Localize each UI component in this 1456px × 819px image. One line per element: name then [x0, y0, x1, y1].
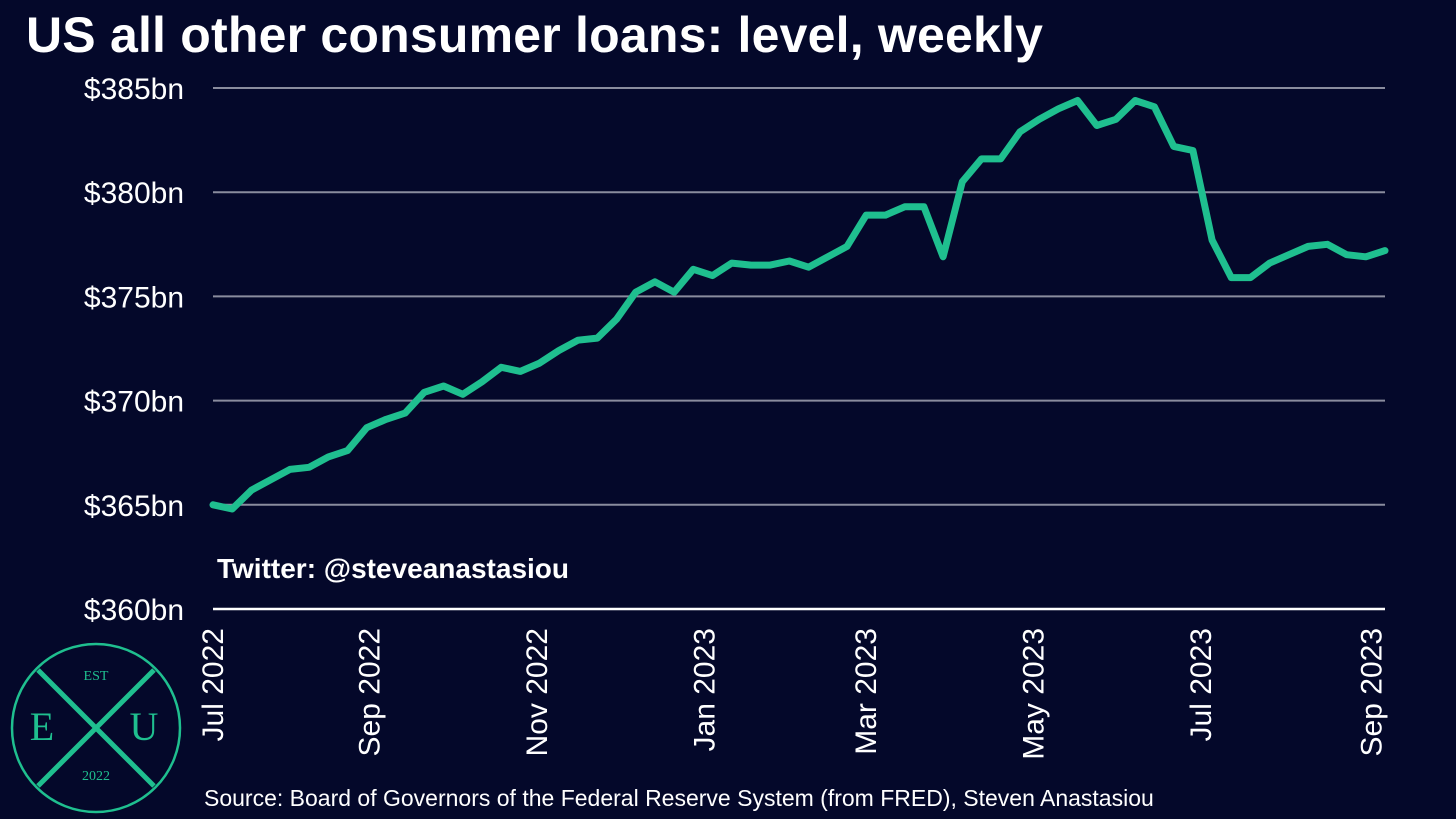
logo-letter-e: E [30, 704, 54, 749]
data-point [808, 266, 810, 268]
data-point [577, 339, 579, 341]
x-tick-label: May 2023 [1018, 628, 1051, 760]
chart-title: US all other consumer loans: level, week… [26, 7, 1044, 63]
data-point [519, 370, 521, 372]
y-tick-label: $360bn [84, 594, 184, 627]
data-point [1250, 277, 1252, 279]
logo-cross-b [36, 668, 156, 788]
y-tick-label: $380bn [84, 177, 184, 210]
data-point [692, 268, 694, 270]
data-point [1269, 262, 1271, 264]
data-point [558, 350, 560, 352]
data-point [654, 281, 656, 283]
logo-letter-u: U [130, 704, 159, 749]
x-tick-label: Jan 2023 [688, 628, 721, 751]
data-point [212, 504, 214, 506]
x-axis-ticks: Jul 2022 Sep 2022 Nov 2022 Jan 2023 Mar 2023… [197, 628, 1388, 760]
data-point [1134, 100, 1136, 102]
data-point [250, 489, 252, 491]
data-point [423, 391, 425, 393]
x-tick-label: Nov 2022 [521, 628, 554, 756]
data-point [673, 291, 675, 293]
logo: EST E U 2022 [10, 642, 182, 814]
data-point [404, 412, 406, 414]
data-point [942, 256, 944, 258]
data-point [462, 393, 464, 395]
data-point [1057, 108, 1059, 110]
data-point [500, 366, 502, 368]
twitter-handle: Twitter: @steveanastasiou [217, 553, 569, 584]
data-point [327, 456, 329, 458]
data-point [308, 466, 310, 468]
data-point [615, 318, 617, 320]
x-tick-label: Sep 2022 [353, 628, 386, 756]
data-point [1019, 131, 1021, 133]
series-points [212, 100, 1386, 510]
data-point [1307, 245, 1309, 247]
data-point [1192, 150, 1194, 152]
series-line [209, 97, 1389, 513]
data-point [385, 418, 387, 420]
data-point [1384, 250, 1386, 252]
data-point [1326, 243, 1328, 245]
y-tick-label: $375bn [84, 281, 184, 314]
logo-ring [10, 642, 182, 814]
source-note: Source: Board of Governors of the Federa… [204, 785, 1154, 811]
data-point [712, 275, 714, 277]
data-point [981, 158, 983, 160]
data-point [539, 362, 541, 364]
logo-year: 2022 [82, 769, 110, 784]
data-point [443, 385, 445, 387]
y-tick-label: $365bn [84, 490, 184, 523]
data-point [865, 214, 867, 216]
data-point [1038, 118, 1040, 120]
data-point [1346, 254, 1348, 256]
data-point [1173, 145, 1175, 147]
data-point [481, 381, 483, 383]
data-point [827, 256, 829, 258]
data-point [231, 508, 233, 510]
data-point [346, 450, 348, 452]
data-point [788, 260, 790, 262]
data-point [1000, 158, 1002, 160]
data-point [750, 264, 752, 266]
data-point [1153, 106, 1155, 108]
data-point [1230, 277, 1232, 279]
data-point [961, 181, 963, 183]
x-tick-label: Mar 2023 [850, 628, 883, 755]
data-point [731, 262, 733, 264]
data-point [596, 337, 598, 339]
data-point [769, 264, 771, 266]
data-point [904, 206, 906, 208]
y-axis-ticks: $360bn $365bn $370bn $375bn $380bn $385bn [84, 73, 184, 627]
gridlines [213, 87, 1385, 611]
data-point [923, 206, 925, 208]
data-point [1288, 254, 1290, 256]
x-tick-label: Sep 2023 [1355, 628, 1388, 756]
y-tick-label: $370bn [84, 386, 184, 419]
data-point [1365, 256, 1367, 258]
data-point [1096, 125, 1098, 127]
data-point [289, 468, 291, 470]
x-tick-label: Jul 2022 [197, 628, 230, 741]
y-tick-label: $385bn [84, 73, 184, 106]
data-point [635, 291, 637, 293]
data-point [1077, 100, 1079, 102]
data-point [884, 214, 886, 216]
data-point [366, 427, 368, 429]
data-point [846, 245, 848, 247]
data-point [270, 479, 272, 481]
data-point [1115, 118, 1117, 120]
data-point [1211, 239, 1213, 241]
logo-est: EST [84, 669, 109, 684]
x-tick-label: Jul 2023 [1185, 628, 1218, 741]
